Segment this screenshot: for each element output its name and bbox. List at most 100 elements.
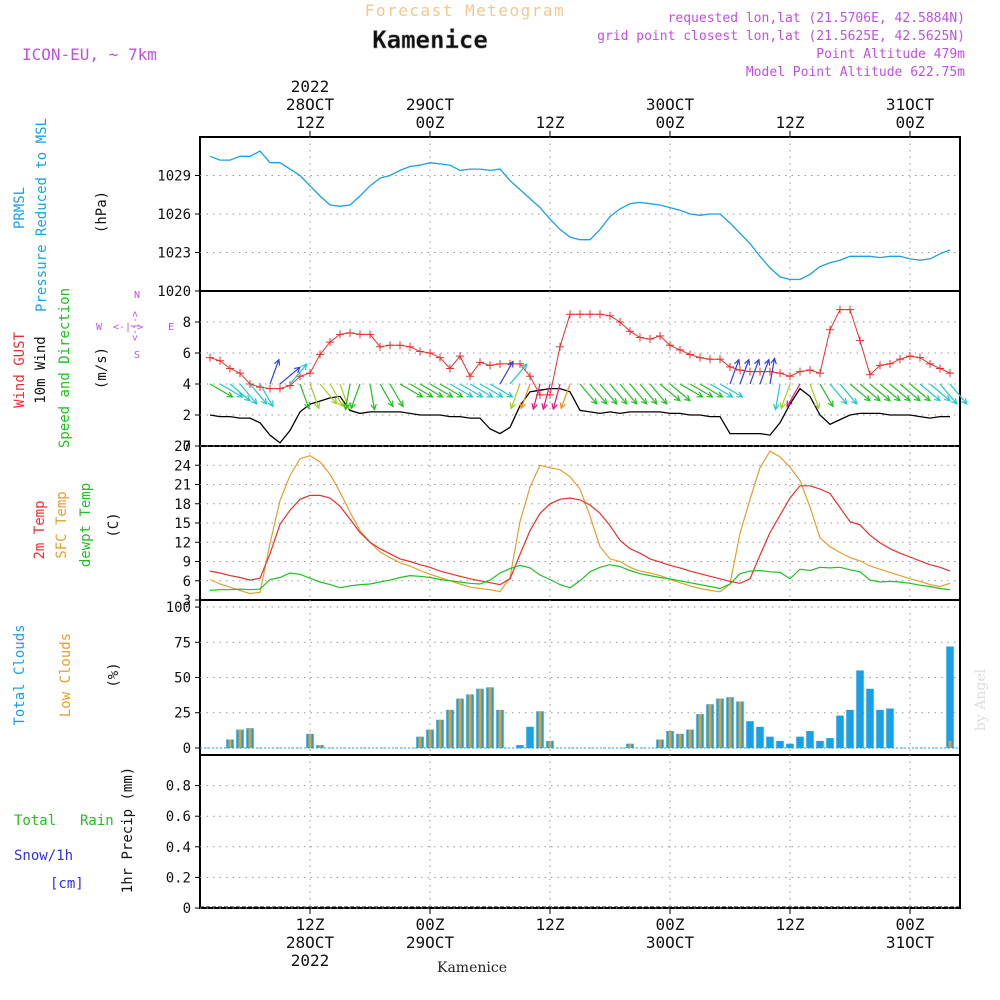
wind-speed-line bbox=[209, 387, 950, 444]
cloud-unit: (%) bbox=[106, 662, 122, 687]
y-tick-label: 21 bbox=[174, 478, 191, 494]
compass-e: E bbox=[168, 322, 174, 333]
bottom-time-label: 2022 bbox=[291, 951, 330, 970]
y-tick-label: 27 bbox=[174, 439, 191, 455]
point-altitude: Point Altitude 479m bbox=[816, 47, 965, 62]
wind-arrow-head bbox=[226, 391, 234, 398]
panel-clouds: 0 25 50 75 100 bbox=[166, 599, 961, 757]
wind-arrow bbox=[849, 383, 871, 402]
cloud-total-bar bbox=[876, 709, 884, 748]
wind-arrow-head bbox=[330, 397, 338, 405]
wind-arrow-head bbox=[773, 403, 780, 411]
cloud-low-bar bbox=[418, 736, 422, 748]
wind-arrow-head bbox=[551, 403, 558, 411]
wind-arrow bbox=[479, 383, 503, 398]
cloud-low-bar bbox=[468, 694, 472, 748]
wind-arrow-head bbox=[293, 366, 301, 374]
wind-arrow-head bbox=[541, 403, 548, 411]
wind-arrow bbox=[809, 383, 820, 409]
cloud-total-bar bbox=[766, 736, 774, 748]
y-tick-label: 0.6 bbox=[166, 809, 191, 825]
wind-arrow bbox=[749, 359, 760, 385]
wind-arrow bbox=[469, 383, 493, 398]
wind-arrow-head bbox=[960, 397, 968, 405]
wind-arrow-head bbox=[387, 400, 394, 408]
bottom-time-label: 12Z bbox=[296, 915, 325, 934]
compass-w: W bbox=[96, 322, 103, 333]
panel-frame bbox=[199, 754, 961, 909]
temp-label-sfc: SFC Temp bbox=[54, 491, 70, 558]
wind-arrow bbox=[510, 383, 521, 409]
wind-arrow bbox=[229, 383, 251, 402]
wind-arrow-head bbox=[426, 391, 434, 398]
wind-label-gust: Wind GUST bbox=[12, 332, 28, 408]
y-tick-label: 0.2 bbox=[166, 870, 191, 886]
y-tick-label: 0 bbox=[183, 741, 191, 757]
y-tick-label: 6 bbox=[183, 574, 191, 590]
wind-arrow bbox=[344, 383, 351, 410]
wind-arrow bbox=[879, 383, 901, 402]
y-tick-label: 1020 bbox=[157, 284, 191, 300]
wind-arrow bbox=[759, 359, 770, 385]
wind-arrow-head bbox=[509, 402, 516, 410]
y-tick-label: 18 bbox=[174, 497, 191, 513]
wind-arrow bbox=[786, 383, 801, 407]
cloud-total-bar bbox=[856, 670, 864, 748]
wind-arrow bbox=[532, 383, 541, 410]
pressure-line bbox=[209, 150, 951, 281]
wind-arrow bbox=[279, 366, 301, 385]
wind-arrow-head bbox=[630, 397, 638, 405]
panel-frame bbox=[199, 136, 961, 292]
wind-arrow bbox=[269, 359, 280, 385]
wind-arrow bbox=[239, 383, 258, 405]
y-tick-label: 15 bbox=[174, 516, 191, 532]
wind-arrow-head bbox=[786, 400, 793, 408]
y-tick-label: 0 bbox=[183, 439, 191, 455]
wind-arrow-head bbox=[250, 397, 258, 405]
wind-arrow-head bbox=[620, 397, 628, 405]
y-tick-label: 3 bbox=[183, 593, 191, 609]
wind-arrow bbox=[829, 383, 848, 405]
wind-arrow-head bbox=[734, 358, 741, 366]
snow-unit: [cm] bbox=[50, 876, 84, 892]
wind-arrow-head bbox=[496, 391, 504, 398]
cloud-total-bar bbox=[526, 726, 534, 748]
wind-arrow-head bbox=[507, 360, 514, 368]
wind-arrow-head bbox=[416, 391, 424, 398]
wind-arrow-head bbox=[764, 358, 771, 366]
panel-frame bbox=[199, 599, 961, 756]
wind-arrow bbox=[552, 383, 561, 410]
panel-prmsl: 1020 1023 1026 1029 bbox=[157, 136, 961, 300]
cloud-total-bar bbox=[836, 715, 844, 748]
top-time-label: 31OCT bbox=[886, 95, 935, 114]
wind-arrow bbox=[419, 383, 443, 398]
wind-arrow bbox=[839, 383, 858, 405]
rain-label-rain: Rain bbox=[80, 813, 114, 829]
temp-2m-line bbox=[209, 485, 951, 586]
y-tick-label: 50 bbox=[174, 671, 191, 687]
cloud-total-bar bbox=[806, 731, 814, 748]
wind-arrow-head bbox=[343, 403, 350, 411]
cloud-low-bar bbox=[628, 743, 632, 748]
wind-arrow-head bbox=[779, 402, 786, 410]
watermark: by Angel bbox=[973, 668, 989, 731]
forecast-title: Forecast Meteogram bbox=[365, 1, 565, 20]
wind-arrow-head bbox=[827, 400, 834, 408]
y-tick-label: 0.8 bbox=[166, 779, 191, 795]
top-time-label: 30OCT bbox=[646, 95, 695, 114]
cloud-total-bar bbox=[796, 736, 804, 748]
wind-unit: (m/s) bbox=[94, 347, 110, 389]
cloud-total-bar bbox=[816, 740, 824, 748]
wind-arrow-head bbox=[923, 394, 931, 402]
wind-arrow-head bbox=[913, 394, 921, 402]
y-tick-label: 1029 bbox=[157, 169, 191, 185]
y-tick-label: 25 bbox=[174, 706, 191, 722]
cloud-total-bar bbox=[746, 721, 754, 748]
temp-label-2m: 2m Temp bbox=[32, 500, 48, 559]
wind-arrow bbox=[699, 383, 723, 398]
wind-label-10m: 10m Wind bbox=[33, 336, 49, 403]
wind-arrow bbox=[249, 383, 268, 405]
wind-arrow-head bbox=[520, 363, 528, 371]
